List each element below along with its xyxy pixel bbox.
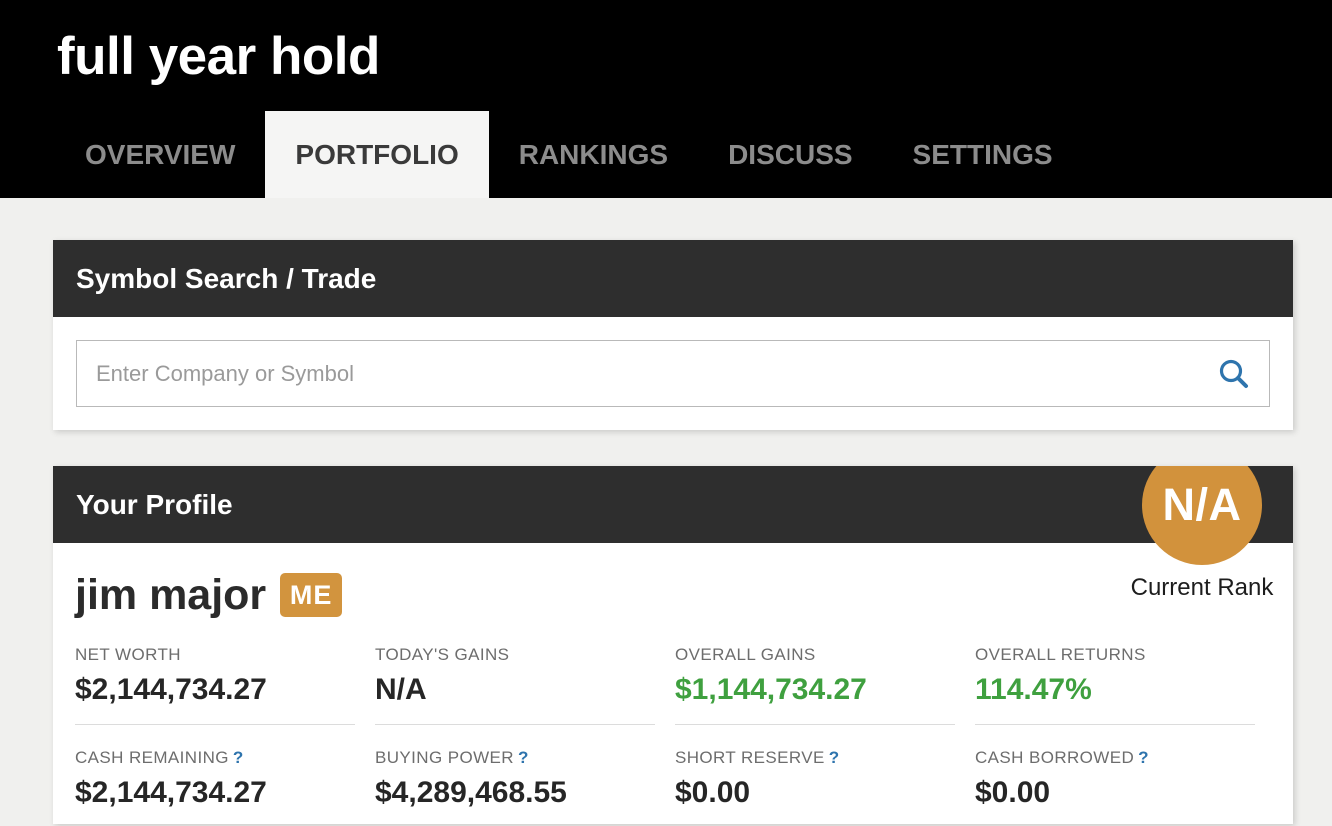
stat-label-text: TODAY'S GAINS <box>375 645 510 664</box>
tab-rankings[interactable]: RANKINGS <box>518 139 669 170</box>
tab-overview[interactable]: OVERVIEW <box>85 139 236 170</box>
stat-net-worth: NET WORTH $2,144,734.27 <box>75 646 355 725</box>
stat-value: $0.00 <box>975 776 1051 809</box>
stat-value: $2,144,734.27 <box>75 673 267 706</box>
name-row: jim major ME <box>75 573 1293 617</box>
stat-value: N/A <box>375 673 427 706</box>
stat-label: OVERALL GAINS <box>675 646 955 663</box>
stat-label: BUYING POWER? <box>375 749 655 766</box>
help-link[interactable]: ? <box>1138 748 1149 767</box>
top-header: full year hold OVERVIEW PORTFOLIO RANKIN… <box>0 0 1332 198</box>
stat-cash-borrowed: CASH BORROWED? $0.00 <box>975 749 1255 810</box>
help-link[interactable]: ? <box>517 748 529 767</box>
symbol-search-body <box>53 317 1293 430</box>
rank-badge: N/A <box>1142 466 1262 565</box>
stat-label: OVERALL RETURNS <box>975 646 1255 663</box>
stat-overall-returns: OVERALL RETURNS 114.47% <box>975 646 1255 725</box>
profile-card: Your Profile N/A Current Rank jim major … <box>53 466 1293 824</box>
help-link[interactable]: ? <box>828 748 840 767</box>
help-link[interactable]: ? <box>232 748 244 767</box>
stat-label: SHORT RESERVE? <box>675 749 955 766</box>
stat-label: TODAY'S GAINS <box>375 646 655 663</box>
search-input[interactable] <box>76 340 1270 407</box>
stat-label-text: OVERALL RETURNS <box>975 645 1146 664</box>
stat-todays-gains: TODAY'S GAINS N/A <box>375 646 655 725</box>
stat-value: $4,289,468.55 <box>375 776 567 809</box>
user-name: jim major <box>75 571 267 619</box>
search-input-wrap <box>76 340 1270 407</box>
rank-label: Current Rank <box>1130 574 1274 601</box>
stat-value: $1,144,734.27 <box>675 673 867 706</box>
me-badge: ME <box>280 573 343 617</box>
stat-label-text: SHORT RESERVE <box>675 748 825 767</box>
stat-label-text: CASH REMAINING <box>75 748 229 767</box>
tab-portfolio[interactable]: PORTFOLIO <box>265 111 489 198</box>
stat-label-text: CASH BORROWED <box>975 748 1135 767</box>
stat-label-text: OVERALL GAINS <box>675 645 816 664</box>
stat-value: $0.00 <box>675 776 751 809</box>
stats-grid: NET WORTH $2,144,734.27 TODAY'S GAINS N/… <box>75 646 1293 810</box>
symbol-search-card: Symbol Search / Trade <box>53 240 1293 430</box>
stat-buying-power: BUYING POWER? $4,289,468.55 <box>375 749 655 810</box>
stat-label-text: NET WORTH <box>75 645 181 664</box>
profile-card-header: Your Profile <box>53 466 1293 543</box>
stat-value: 114.47% <box>975 673 1092 706</box>
tab-discuss[interactable]: DISCUSS <box>728 139 853 170</box>
stat-cash-remaining: CASH REMAINING? $2,144,734.27 <box>75 749 355 810</box>
stat-label: CASH BORROWED? <box>975 749 1255 766</box>
symbol-search-card-header: Symbol Search / Trade <box>53 240 1293 317</box>
stat-label-text: BUYING POWER <box>375 748 514 767</box>
stat-label: CASH REMAINING? <box>75 749 355 766</box>
tab-settings[interactable]: SETTINGS <box>912 139 1053 170</box>
stat-value: $2,144,734.27 <box>75 776 267 809</box>
stat-overall-gains: OVERALL GAINS $1,144,734.27 <box>675 646 955 725</box>
profile-body: jim major ME NET WORTH $2,144,734.27 TOD… <box>53 573 1293 810</box>
stat-short-reserve: SHORT RESERVE? $0.00 <box>675 749 955 810</box>
contest-title: full year hold <box>57 27 380 86</box>
search-icon[interactable] <box>1216 356 1252 392</box>
stat-label: NET WORTH <box>75 646 355 663</box>
tab-strip: OVERVIEW PORTFOLIO RANKINGS DISCUSS SETT… <box>55 111 1083 198</box>
